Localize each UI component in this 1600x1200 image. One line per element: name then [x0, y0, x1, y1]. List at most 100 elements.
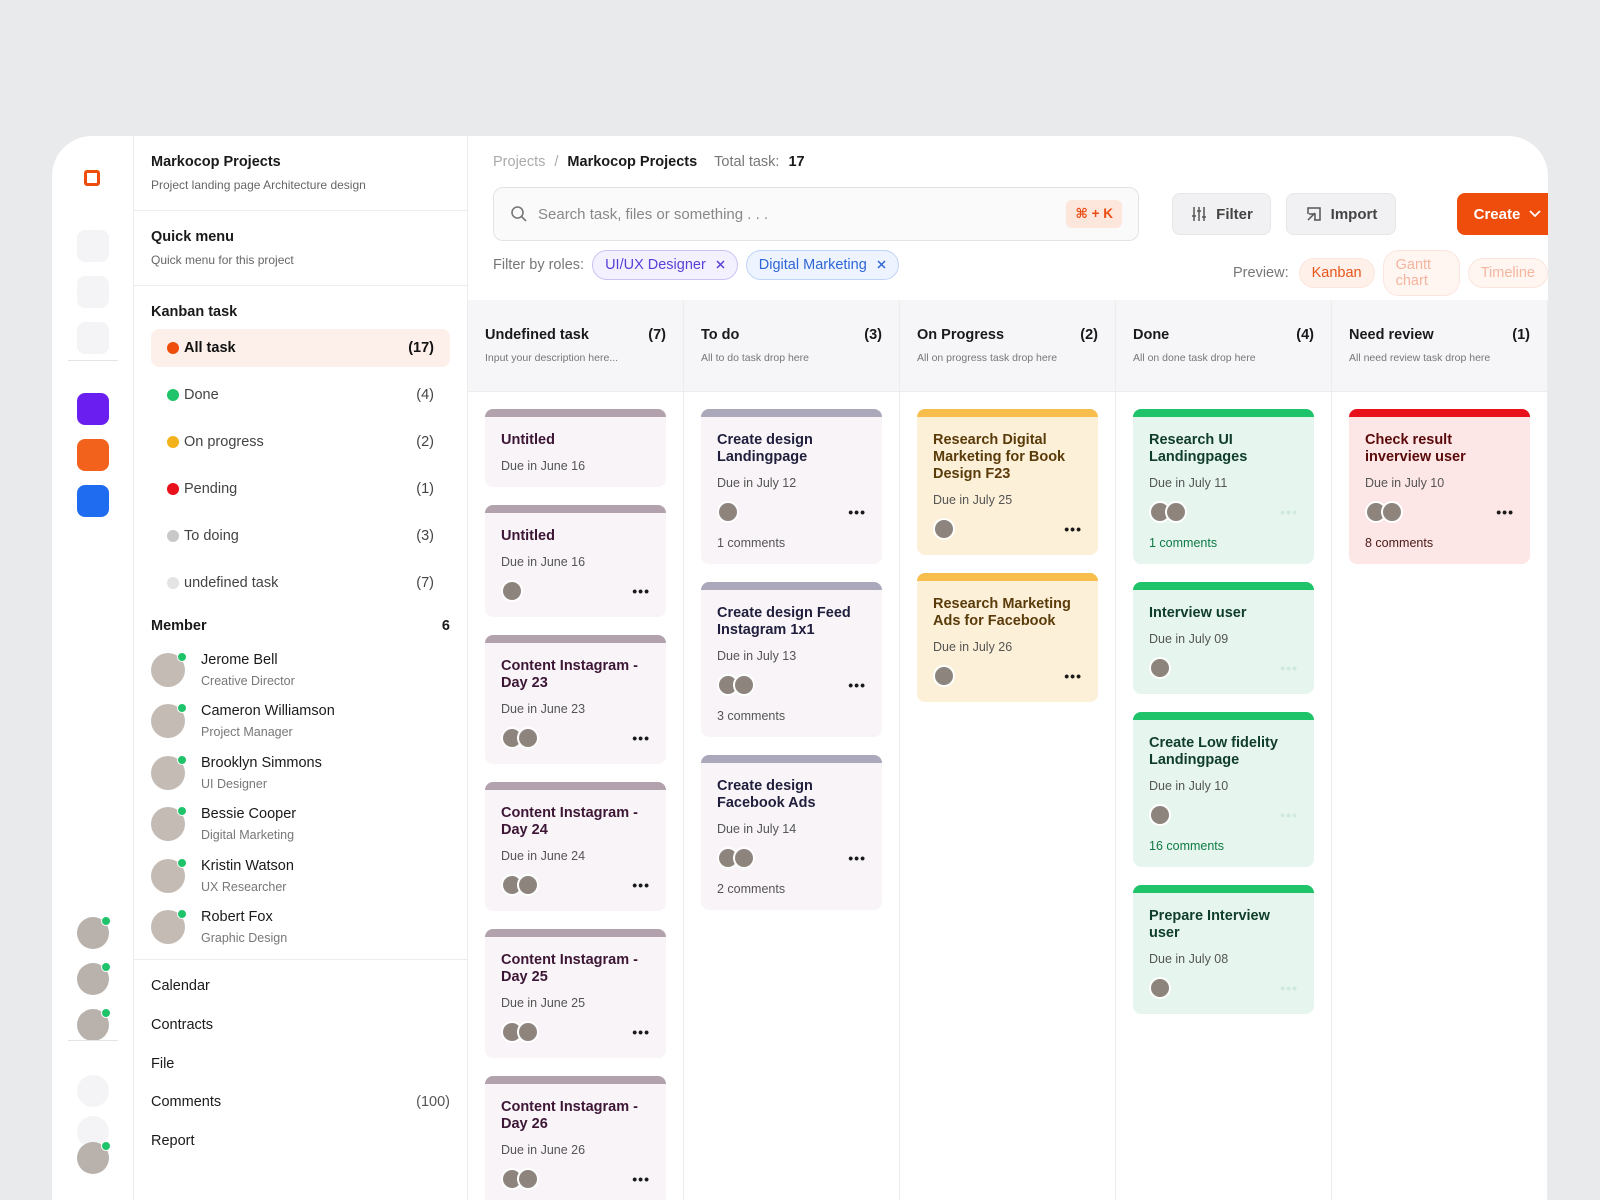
filter-count: (17) — [408, 340, 434, 356]
task-card[interactable]: Prepare Interview user Due in July 08 ••• — [1133, 885, 1314, 1014]
kanban-filter[interactable]: Pending (1) — [151, 470, 450, 508]
nav-item[interactable]: Contracts — [151, 1006, 450, 1045]
filter-count: (4) — [416, 387, 434, 403]
task-card[interactable]: Create design Feed Instagram 1x1 Due in J… — [701, 582, 882, 737]
member-role: Project Manager — [201, 725, 293, 740]
rail-icon[interactable] — [77, 322, 109, 354]
divider — [68, 1040, 118, 1041]
task-card[interactable]: Research Digital Marketing for Book Desi… — [917, 409, 1098, 555]
more-button[interactable]: ••• — [632, 730, 650, 746]
assignee-avatar — [1165, 501, 1187, 523]
card-title: Research Digital Marketing for Book Desi… — [933, 432, 1066, 482]
task-card[interactable]: Content Instagram - Day 24 Due in June 24… — [485, 782, 666, 911]
more-button[interactable]: ••• — [1280, 807, 1298, 823]
kanban-filter[interactable]: Done (4) — [151, 376, 450, 414]
card-footer: ••• — [501, 873, 650, 897]
search-placeholder: Search task, files or something . . . — [538, 205, 769, 223]
task-card[interactable]: Research UI Landingpages Due in July 11 ••… — [1133, 409, 1314, 564]
breadcrumb: Projects / Markocop Projects Total task:… — [493, 154, 805, 170]
nav-item[interactable]: File — [151, 1044, 450, 1083]
member-role: Creative Director — [201, 673, 295, 688]
user-avatar[interactable] — [77, 1141, 111, 1174]
more-button[interactable]: ••• — [1280, 660, 1298, 676]
rail-icon[interactable] — [77, 1075, 109, 1107]
role-chip[interactable]: UI/UX Designer — [592, 250, 738, 280]
filter-label: On progress — [184, 434, 264, 450]
chip-remove[interactable] — [716, 257, 725, 273]
rail-icon[interactable] — [77, 276, 109, 308]
assignee-avatar — [733, 847, 755, 869]
kanban-filter[interactable]: undefined task (7) — [151, 564, 450, 602]
card-comments[interactable]: 8 comments — [1365, 536, 1434, 550]
role-chip[interactable]: Digital Marketing — [745, 250, 899, 280]
task-card[interactable]: Content Instagram - Day 23 Due in June 23… — [485, 635, 666, 764]
assignee-avatar — [933, 665, 955, 687]
task-card[interactable]: Research Marketing Ads for Facebook Due i… — [917, 573, 1098, 702]
card-due: Due in July 11 — [1149, 476, 1228, 490]
card-title: Create design Facebook Ads — [717, 778, 816, 811]
create-button[interactable]: Create — [1457, 193, 1548, 235]
search-box[interactable]: Search task, files or something . . . ⌘ … — [493, 187, 1139, 241]
preview-option[interactable]: Timeline — [1467, 258, 1548, 288]
member-text: Cameron Williamson Project Manager — [201, 703, 335, 739]
task-card[interactable]: Untitled Due in June 16 ••• — [485, 505, 666, 617]
more-button[interactable]: ••• — [632, 1171, 650, 1187]
more-button[interactable]: ••• — [632, 1024, 650, 1040]
more-button[interactable]: ••• — [632, 583, 650, 599]
more-button[interactable]: ••• — [848, 850, 866, 866]
more-button[interactable]: ••• — [1064, 521, 1082, 537]
import-button[interactable]: Import — [1286, 193, 1396, 235]
nav-item[interactable]: Calendar — [151, 967, 450, 1006]
card-comments[interactable]: 16 comments — [1149, 839, 1225, 853]
task-card[interactable]: Check result inverview user Due in July 1… — [1349, 409, 1530, 564]
rail-icon[interactable] — [77, 230, 109, 262]
rail-avatar[interactable] — [77, 916, 111, 949]
more-button[interactable]: ••• — [632, 877, 650, 893]
more-button[interactable]: ••• — [1496, 504, 1514, 520]
card-comments[interactable]: 2 comments — [717, 882, 786, 896]
member[interactable]: Bessie Cooper Digital Marketing — [151, 799, 450, 851]
task-card[interactable]: Content Instagram - Day 25 Due in June 25… — [485, 929, 666, 1058]
column-count: (1) — [1512, 327, 1530, 343]
card-comments[interactable]: 1 comments — [717, 536, 786, 550]
card-comments[interactable]: 3 comments — [717, 709, 786, 723]
chip-remove[interactable] — [877, 257, 886, 273]
member-count: 6 — [441, 618, 450, 634]
member[interactable]: Jerome Bell Creative Director — [151, 644, 450, 696]
task-card[interactable]: Interview user Due in July 09 ••• — [1133, 582, 1314, 694]
rail-avatar[interactable] — [77, 962, 111, 995]
more-button[interactable]: ••• — [848, 677, 866, 693]
app-icon[interactable] — [77, 393, 109, 425]
task-card[interactable]: Untitled Due in June 16 — [485, 409, 666, 487]
member[interactable]: Kristin Watson UX Researcher — [151, 850, 450, 902]
kanban-filter[interactable]: To doing (3) — [151, 517, 450, 555]
main-panel: Projects / Markocop Projects Total task:… — [468, 136, 1548, 1200]
card-comments[interactable]: 1 comments — [1149, 536, 1218, 550]
button-label: Create — [1473, 205, 1521, 223]
task-card[interactable]: Create design Facebook Ads Due in July 14… — [701, 755, 882, 910]
more-button[interactable]: ••• — [1280, 980, 1298, 996]
app-icon[interactable] — [77, 439, 109, 471]
preview-option[interactable]: Kanban — [1298, 258, 1375, 288]
more-button[interactable]: ••• — [848, 504, 866, 520]
more-button[interactable]: ••• — [1280, 504, 1298, 520]
task-card[interactable]: Content Instagram - Day 26 Due in June 26… — [485, 1076, 666, 1200]
assignee-avatar — [517, 1168, 539, 1190]
member[interactable]: Brooklyn Simmons UI Designer — [151, 747, 450, 799]
nav-item[interactable]: Report — [151, 1122, 450, 1161]
member[interactable]: Cameron Williamson Project Manager — [151, 696, 450, 748]
task-card[interactable]: Create design Landingpage Due in July 12 •… — [701, 409, 882, 564]
kanban-filter[interactable]: On progress (2) — [151, 423, 450, 461]
rail-avatar[interactable] — [77, 1008, 111, 1041]
kanban-filter[interactable]: All task (17) — [151, 329, 450, 367]
app-icon[interactable] — [77, 485, 109, 517]
nav-item[interactable]: Comments (100) — [151, 1083, 450, 1122]
logo[interactable] — [84, 170, 100, 186]
card-title: Untitled — [501, 528, 555, 544]
filter-button[interactable]: Filter — [1172, 193, 1271, 235]
member[interactable]: Robert Fox Graphic Design — [151, 902, 450, 954]
preview-option[interactable]: Gantt chart — [1382, 250, 1460, 296]
more-button[interactable]: ••• — [1064, 668, 1082, 684]
task-card[interactable]: Create Low fidelity Landingpage Due in Ju… — [1133, 712, 1314, 867]
crumb-root[interactable]: Projects — [493, 154, 546, 170]
